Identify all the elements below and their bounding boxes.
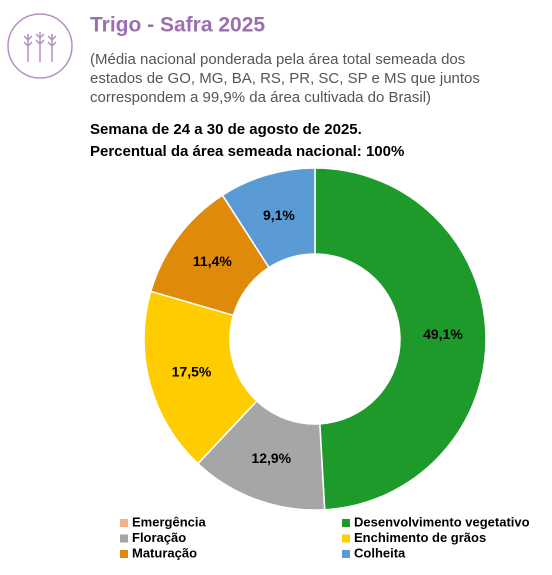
annotation: Semana de 24 a 30 de agosto de 2025. [90,121,362,138]
subtitle: (Média nacional ponderada pela área tota… [90,51,465,68]
legend-label: Maturação [132,545,197,560]
annotation: Percentual da área semeada nacional: 100… [90,143,404,160]
subtitle: estados de GO, MG, BA, RS, PR, SC, SP e … [90,70,480,87]
data-label: 12,9% [251,450,291,466]
legend-swatch [120,534,128,543]
data-label: 11,4% [193,253,232,269]
legend-label: Desenvolvimento vegetativo [354,514,530,529]
slice [221,167,316,269]
legend-swatch [120,519,128,527]
data-label: 49,1% [423,326,463,342]
legend-label: Colheita [354,545,406,560]
legend-swatch [342,550,350,558]
legend-swatch [120,550,128,558]
legend-swatch [342,534,350,543]
legend-swatch [342,519,350,527]
data-label: 17,5% [172,363,212,379]
chart-title: Trigo - Safra 2025 [90,14,265,37]
legend-label: Floração [132,530,186,545]
slice [314,167,487,511]
wheat-icon [7,13,73,79]
data-label: 9,1% [263,207,295,223]
slice [143,290,258,465]
legend-label: Emergência [132,514,206,529]
legend-label: Enchimento de grãos [354,530,486,545]
subtitle: correspondem a 99,9% da área cultivada d… [90,89,431,106]
